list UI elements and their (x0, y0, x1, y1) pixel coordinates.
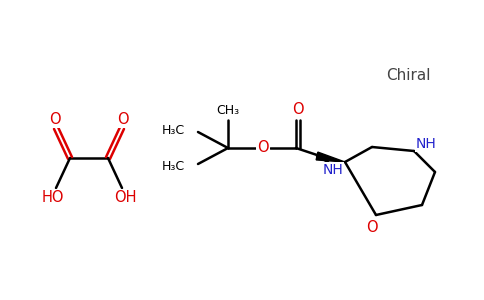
Text: NH: NH (323, 163, 343, 177)
Text: HO: HO (42, 190, 64, 206)
Text: O: O (366, 220, 378, 235)
Text: Chiral: Chiral (386, 68, 430, 82)
Text: O: O (49, 112, 61, 127)
Text: NH: NH (416, 137, 437, 151)
Text: O: O (117, 112, 129, 127)
Text: H₃C: H₃C (162, 160, 185, 172)
Text: O: O (257, 140, 269, 155)
Text: O: O (292, 103, 304, 118)
Text: H₃C: H₃C (162, 124, 185, 136)
Text: CH₃: CH₃ (216, 104, 240, 118)
Polygon shape (316, 152, 345, 162)
Text: OH: OH (114, 190, 136, 206)
